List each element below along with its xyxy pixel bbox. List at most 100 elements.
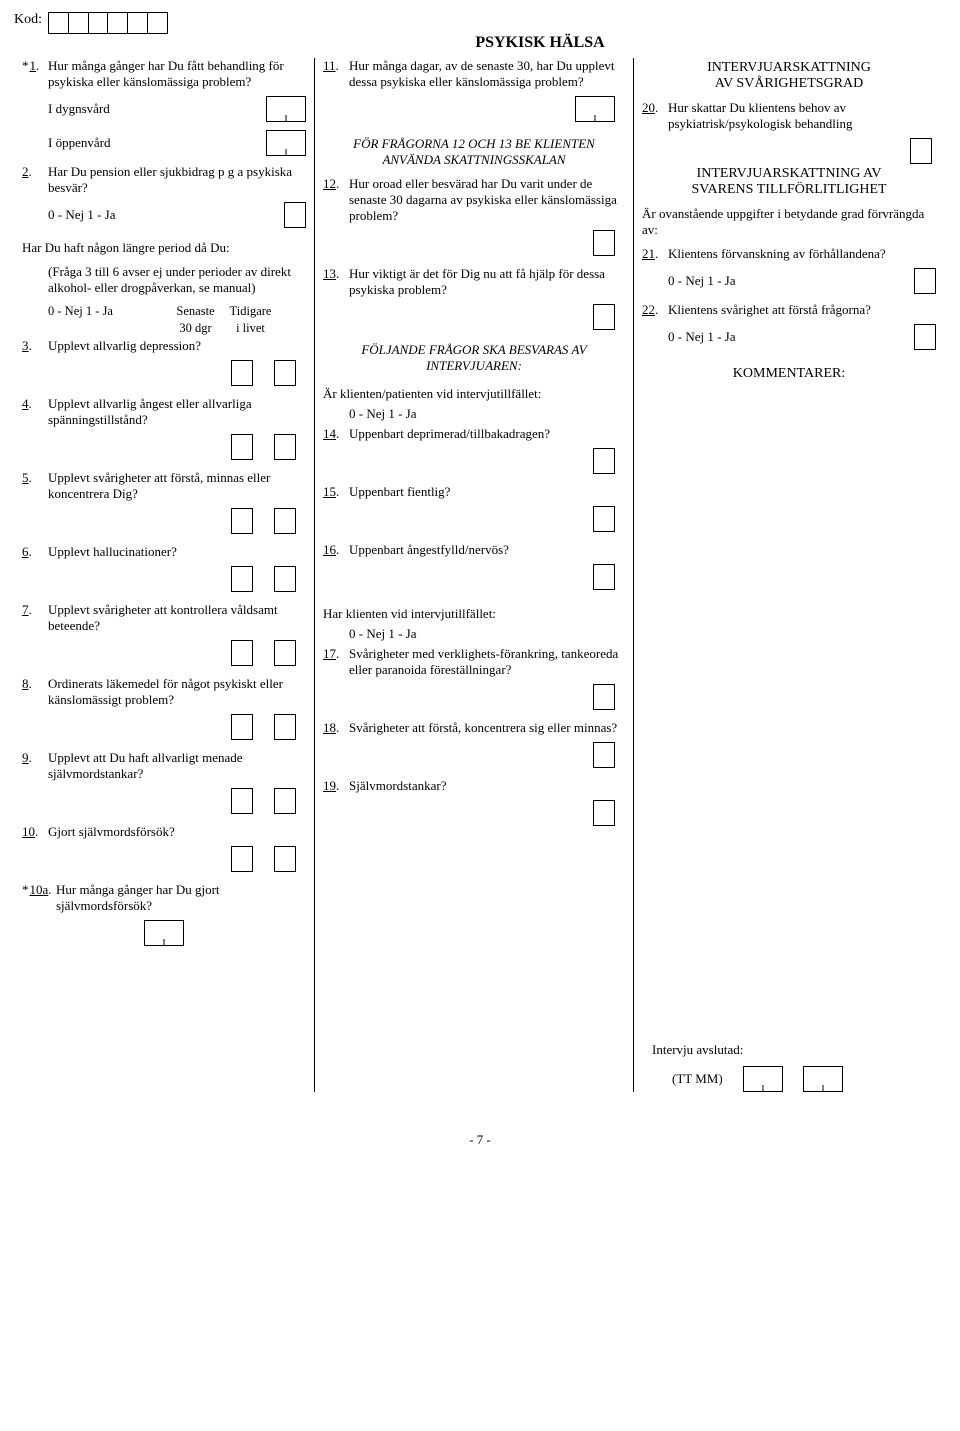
legend-c3b: i livet — [223, 321, 278, 336]
q22-text: Klientens svårighet att förstå frågorna? — [668, 302, 936, 318]
q6-box-life[interactable] — [274, 566, 296, 592]
q10a-star: * — [22, 882, 29, 897]
q4-box-30d[interactable] — [231, 434, 253, 460]
q14-input[interactable] — [593, 448, 615, 474]
q18-text: Svårigheter att förstå, koncentrera sig … — [349, 720, 625, 736]
q8-text: Ordinerats läkemedel för något psykiskt … — [48, 676, 306, 708]
q2-text: Har Du pension eller sjukbidrag p g a ps… — [48, 164, 306, 196]
hdr1a: INTERVJUARSKATTNING — [707, 60, 871, 75]
legend-c2a: Senaste — [168, 304, 223, 319]
q6-num: 6 — [22, 544, 29, 559]
page-number: - 7 - — [14, 1132, 946, 1148]
q7-box-30d[interactable] — [231, 640, 253, 666]
q3-box-30d[interactable] — [231, 360, 253, 386]
column-middle: 11. Hur många dagar, av de senaste 30, h… — [314, 58, 634, 1092]
q5-box-life[interactable] — [274, 508, 296, 534]
q8-box-30d[interactable] — [231, 714, 253, 740]
hdr2a: INTERVJUARSKATTNING AV — [697, 166, 882, 181]
q16-num: 16 — [323, 542, 336, 557]
q9-num: 9 — [22, 750, 29, 765]
q15-input[interactable] — [593, 506, 615, 532]
q3-text: Upplevt allvarlig depression? — [48, 338, 306, 354]
q11-input[interactable] — [575, 96, 615, 122]
q16-input[interactable] — [593, 564, 615, 590]
q9-box-life[interactable] — [274, 788, 296, 814]
yn-scale-1: 0 - Nej 1 - Ja — [349, 406, 625, 422]
q8-box-life[interactable] — [274, 714, 296, 740]
q12-input[interactable] — [593, 230, 615, 256]
q3-intro: Har Du haft någon längre period då Du: — [22, 240, 306, 256]
q16-text: Uppenbart ångestfylld/nervös? — [349, 542, 625, 558]
q21-scale: 0 - Nej 1 - Ja — [668, 273, 914, 289]
q2-scale: 0 - Nej 1 - Ja — [48, 207, 284, 223]
column-right: INTERVJUARSKATTNING AV SVÅRIGHETSGRAD 20… — [634, 58, 944, 1092]
q1-text: Hur många gånger har Du fått behandling … — [48, 58, 306, 90]
q1-dygnsvard-label: I dygnsvård — [48, 101, 266, 117]
tt-input[interactable] — [743, 1066, 783, 1092]
q17-input[interactable] — [593, 684, 615, 710]
q4-box-life[interactable] — [274, 434, 296, 460]
has-client-label: Har klienten vid intervjutillfället: — [323, 606, 625, 622]
q1-oppenvard-label: I öppenvård — [48, 135, 266, 151]
q21-input[interactable] — [914, 268, 936, 294]
q22-scale: 0 - Nej 1 - Ja — [668, 329, 914, 345]
q1-star: * — [22, 58, 29, 73]
interviewer-header: FÖLJANDE FRÅGOR SKA BESVARAS AV INTERVJU… — [323, 342, 625, 374]
q10a-text: Hur många gånger har Du gjort självmords… — [56, 882, 306, 914]
q19-input[interactable] — [593, 800, 615, 826]
note-12-13: FÖR FRÅGORNA 12 OCH 13 BE KLIENTEN ANVÄN… — [323, 136, 625, 168]
distort-label: Är ovanstående uppgifter i betydande gra… — [642, 206, 936, 238]
q10-box-life[interactable] — [274, 846, 296, 872]
q12-text: Hur oroad eller besvärad har Du varit un… — [349, 176, 625, 224]
column-left: *1. Hur många gånger har Du fått behandl… — [14, 58, 314, 1092]
q19-num: 19 — [323, 778, 336, 793]
legend-c2b: 30 dgr — [168, 321, 223, 336]
q3-box-life[interactable] — [274, 360, 296, 386]
q7-box-life[interactable] — [274, 640, 296, 666]
interview-end-label: Intervju avslutad: — [652, 1042, 936, 1058]
q17-text: Svårigheter med verklighets-förankring, … — [349, 646, 625, 678]
q1-num: 1 — [30, 58, 37, 73]
q2-input[interactable] — [284, 202, 306, 228]
q20-input[interactable] — [910, 138, 932, 164]
yn-scale-2: 0 - Nej 1 - Ja — [349, 626, 625, 642]
q6-box-30d[interactable] — [231, 566, 253, 592]
q1-oppenvard-input[interactable] — [266, 130, 306, 156]
q18-input[interactable] — [593, 742, 615, 768]
q11-text: Hur många dagar, av de senaste 30, har D… — [349, 58, 625, 90]
at-interview-label: Är klienten/patienten vid intervjutillfä… — [323, 386, 625, 402]
q20-text: Hur skattar Du klientens behov av psykia… — [668, 100, 936, 132]
q22-num: 22 — [642, 302, 655, 317]
q4-num: 4 — [22, 396, 29, 411]
q5-num: 5 — [22, 470, 29, 485]
q22-input[interactable] — [914, 324, 936, 350]
q10a-num: 10a — [30, 882, 49, 897]
q15-num: 15 — [323, 484, 336, 499]
q14-text: Uppenbart deprimerad/tillbakadragen? — [349, 426, 625, 442]
hdr1b: AV SVÅRIGHETSGRAD — [715, 76, 863, 91]
q15-text: Uppenbart fientlig? — [349, 484, 625, 500]
hdr2b: SVARENS TILLFÖRLITLIGHET — [691, 182, 886, 197]
q11-num: 11 — [323, 58, 336, 73]
q12-num: 12 — [323, 176, 336, 191]
q2-num: 2 — [22, 164, 29, 179]
q10a-input[interactable] — [144, 920, 184, 946]
q10-box-30d[interactable] — [231, 846, 253, 872]
q7-text: Upplevt svårigheter att kontrollera våld… — [48, 602, 306, 634]
mm-input[interactable] — [803, 1066, 843, 1092]
ttmm-label: (TT MM) — [672, 1071, 723, 1087]
legend-scale: 0 - Nej 1 - Ja — [48, 304, 168, 319]
q10-text: Gjort självmordsförsök? — [48, 824, 306, 840]
kod-input-box[interactable] — [48, 12, 168, 34]
q1-dygnsvard-input[interactable] — [266, 96, 306, 122]
q13-text: Hur viktigt är det för Dig nu att få hjä… — [349, 266, 625, 298]
legend-c3a: Tidigare — [223, 304, 278, 319]
q5-box-30d[interactable] — [231, 508, 253, 534]
q13-input[interactable] — [593, 304, 615, 330]
q6-text: Upplevt hallucinationer? — [48, 544, 306, 560]
q17-num: 17 — [323, 646, 336, 661]
q8-num: 8 — [22, 676, 29, 691]
q3-note: (Fråga 3 till 6 avser ej under perioder … — [48, 264, 306, 296]
q20-num: 20 — [642, 100, 655, 115]
q9-box-30d[interactable] — [231, 788, 253, 814]
